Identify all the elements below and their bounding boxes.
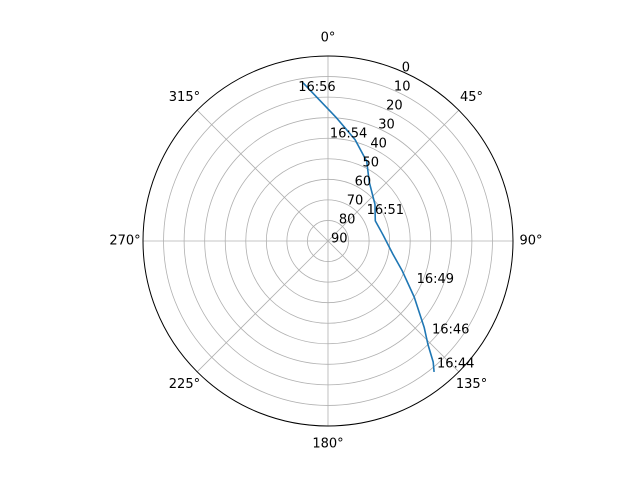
time-label: 16:54 xyxy=(330,127,367,142)
r-tick-label: 40 xyxy=(370,137,387,152)
time-label: 16:51 xyxy=(367,203,404,218)
theta-tick-label: 315° xyxy=(169,90,200,105)
theta-tick-label: 270° xyxy=(109,234,140,249)
r-tick-label: 70 xyxy=(347,194,364,209)
theta-tick-label: 45° xyxy=(460,90,483,105)
theta-tick-label: 180° xyxy=(312,437,343,452)
r-tick-label: 80 xyxy=(339,213,356,228)
theta-grid-line xyxy=(196,109,329,242)
theta-grid-line xyxy=(196,240,329,373)
theta-tick-labels: 0° 45° 90° 135° 180° 225° 270° 315° xyxy=(109,31,542,452)
series-group xyxy=(302,82,435,373)
r-tick-label: 90 xyxy=(331,232,348,247)
r-tick-label: 10 xyxy=(394,80,411,95)
r-tick-label: 0 xyxy=(402,61,410,76)
theta-grid-line xyxy=(327,240,460,373)
polar-grid xyxy=(142,55,514,427)
theta-tick-label: 225° xyxy=(169,377,200,392)
time-label: 16:46 xyxy=(432,322,469,337)
radial-tick-labels: 0 10 20 30 40 50 60 70 80 90 xyxy=(331,61,410,247)
theta-tick-label: 135° xyxy=(456,377,487,392)
time-label: 16:44 xyxy=(437,357,474,372)
theta-tick-label: 0° xyxy=(321,31,336,46)
theta-grid-line xyxy=(327,109,460,242)
r-tick-label: 60 xyxy=(355,175,372,190)
polar-frame xyxy=(142,55,514,427)
time-label: 16:49 xyxy=(417,272,454,287)
theta-tick-label: 90° xyxy=(519,234,542,249)
series-line xyxy=(302,82,435,373)
time-annotations: 16:44 16:46 16:49 16:51 16:54 16:56 xyxy=(298,80,474,372)
r-tick-label: 30 xyxy=(378,118,395,133)
r-tick-label: 50 xyxy=(362,156,379,171)
r-tick-label: 20 xyxy=(386,99,403,114)
time-label: 16:56 xyxy=(298,80,335,95)
